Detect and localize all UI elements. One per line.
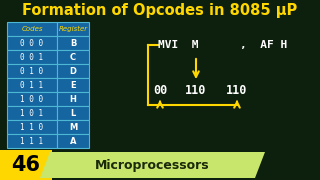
Bar: [7, 78, 57, 92]
Text: D: D: [69, 66, 76, 75]
Bar: [7, 50, 57, 64]
Text: 110: 110: [226, 84, 248, 96]
Bar: [7, 134, 57, 148]
Bar: [57, 64, 89, 78]
Text: 0 1 0: 0 1 0: [20, 66, 44, 75]
Bar: [57, 22, 89, 36]
Polygon shape: [0, 150, 52, 180]
Text: L: L: [70, 109, 76, 118]
Polygon shape: [40, 152, 265, 178]
Text: Codes: Codes: [21, 26, 43, 32]
Text: ,  AF H: , AF H: [240, 40, 287, 50]
Text: 1 0 0: 1 0 0: [20, 94, 44, 103]
Bar: [57, 50, 89, 64]
Text: MVI  M: MVI M: [158, 40, 198, 50]
Bar: [7, 92, 57, 106]
Text: A: A: [70, 136, 76, 145]
Text: 00: 00: [153, 84, 167, 96]
Text: E: E: [70, 80, 76, 89]
Text: C: C: [70, 53, 76, 62]
Text: 1 1 1: 1 1 1: [20, 136, 44, 145]
Text: 0 1 1: 0 1 1: [20, 80, 44, 89]
Bar: [57, 78, 89, 92]
Text: 110: 110: [185, 84, 207, 96]
Bar: [57, 92, 89, 106]
Text: H: H: [69, 94, 76, 103]
Bar: [7, 64, 57, 78]
Text: B: B: [70, 39, 76, 48]
Bar: [7, 120, 57, 134]
Bar: [57, 120, 89, 134]
Bar: [7, 106, 57, 120]
Text: 1 1 0: 1 1 0: [20, 123, 44, 132]
Text: Microprocessors: Microprocessors: [95, 159, 209, 172]
Bar: [57, 36, 89, 50]
Bar: [7, 36, 57, 50]
Text: Register: Register: [59, 26, 88, 32]
Text: 0 0 0: 0 0 0: [20, 39, 44, 48]
Text: 46: 46: [12, 155, 41, 175]
Text: Formation of Opcodes in 8085 μP: Formation of Opcodes in 8085 μP: [22, 3, 298, 17]
Text: 0 0 1: 0 0 1: [20, 53, 44, 62]
Bar: [7, 22, 57, 36]
Bar: [57, 106, 89, 120]
Bar: [57, 134, 89, 148]
Text: 1 0 1: 1 0 1: [20, 109, 44, 118]
Text: M: M: [69, 123, 77, 132]
